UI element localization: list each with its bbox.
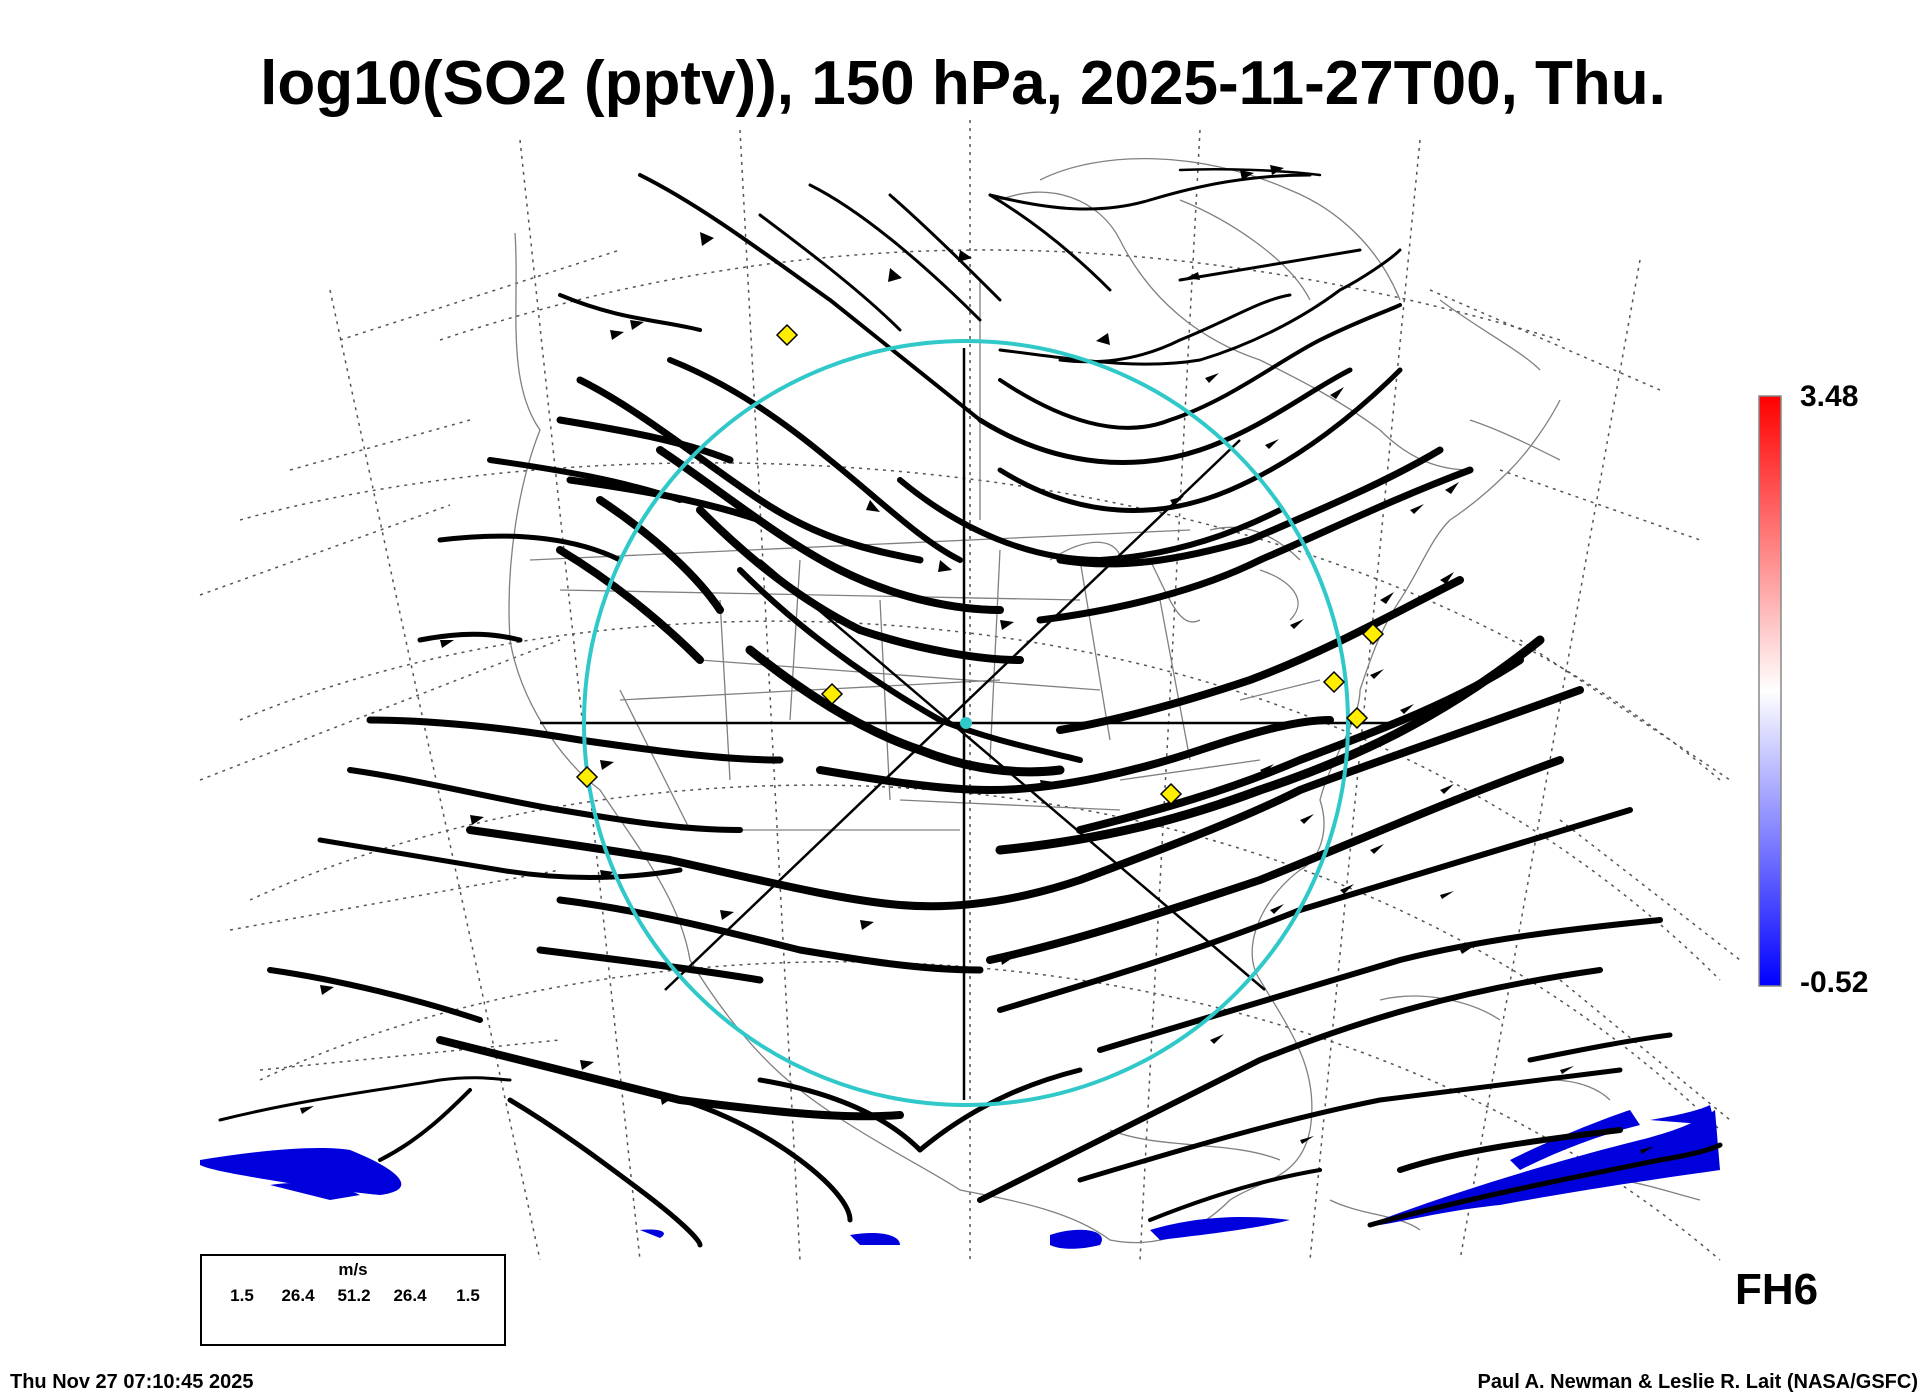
forecast-hour-label: FH6 bbox=[1735, 1265, 1819, 1314]
map-title: log10(SO2 (pptv)), 150 hPa, 2025-11-27T0… bbox=[260, 49, 1666, 118]
wind-legend-value: 51.2 bbox=[337, 1286, 371, 1305]
station-marker bbox=[1159, 782, 1183, 806]
wind-legend-unit: m/s bbox=[338, 1260, 368, 1279]
station-marker bbox=[820, 682, 844, 706]
station-marker bbox=[1361, 622, 1385, 646]
station-marker bbox=[775, 323, 799, 347]
analysis-ring bbox=[582, 339, 1350, 1107]
ring-center-marker bbox=[960, 717, 972, 729]
wind-legend: m/s 1.5 26.4 51.2 26.4 1.5 bbox=[200, 1254, 506, 1346]
so2-field bbox=[200, 1105, 1720, 1249]
wind-legend-value: 1.5 bbox=[230, 1286, 254, 1305]
streamlines bbox=[218, 167, 1723, 1248]
colorbar bbox=[1758, 395, 1782, 987]
wind-legend-value: 26.4 bbox=[281, 1286, 315, 1305]
colorbar-max-label: 3.48 bbox=[1800, 380, 1859, 413]
credit: Paul A. Newman & Leslie R. Lait (NASA/GS… bbox=[1477, 1371, 1918, 1393]
latlon-grid bbox=[199, 120, 1741, 1261]
wind-legend-value: 1.5 bbox=[456, 1286, 480, 1305]
station-markers bbox=[575, 323, 1385, 806]
station-marker bbox=[575, 765, 599, 789]
wind-legend-value: 26.4 bbox=[393, 1286, 427, 1305]
station-marker bbox=[1345, 706, 1369, 730]
station-marker bbox=[1322, 670, 1346, 694]
timestamp: Thu Nov 27 07:10:45 2025 bbox=[10, 1371, 254, 1393]
colorbar-min-label: -0.52 bbox=[1800, 966, 1869, 999]
